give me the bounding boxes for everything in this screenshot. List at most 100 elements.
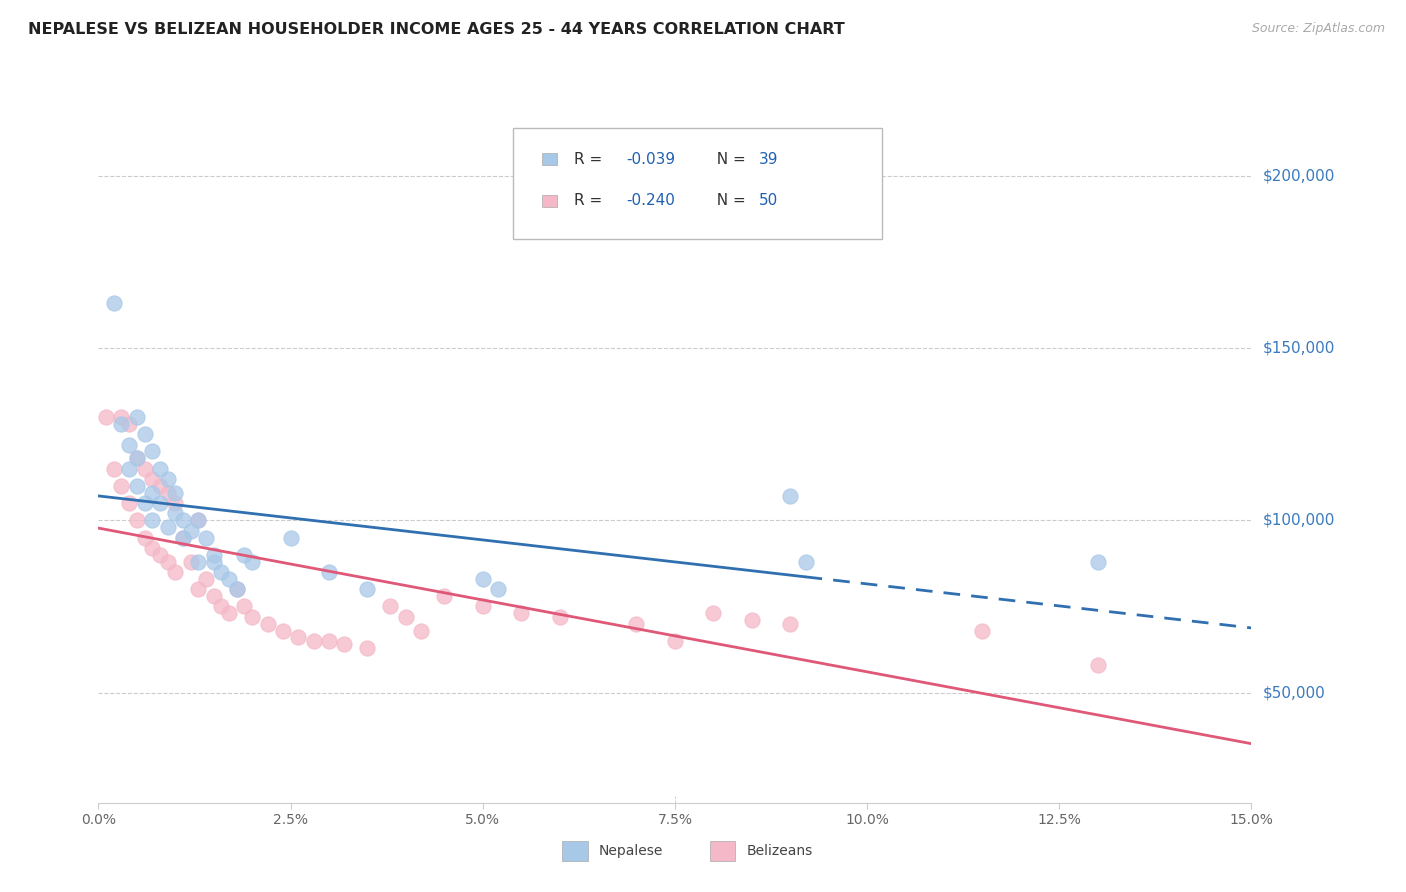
- Point: [794, 555, 817, 569]
- Point: [149, 496, 172, 510]
- Point: [141, 513, 163, 527]
- Point: [165, 507, 187, 521]
- Point: [125, 410, 148, 425]
- Point: [779, 489, 801, 503]
- Point: [118, 437, 141, 451]
- Point: [134, 496, 156, 510]
- Point: [218, 607, 240, 621]
- Point: [141, 541, 163, 555]
- Point: [318, 565, 340, 579]
- Point: [202, 555, 225, 569]
- Point: [118, 461, 141, 475]
- FancyBboxPatch shape: [543, 153, 557, 166]
- Point: [256, 616, 278, 631]
- Point: [141, 444, 163, 458]
- Point: [240, 555, 263, 569]
- Text: Belizeans: Belizeans: [747, 844, 813, 858]
- Point: [172, 531, 194, 545]
- Text: 39: 39: [759, 152, 778, 167]
- Point: [202, 548, 225, 562]
- Point: [356, 640, 378, 655]
- Text: Source: ZipAtlas.com: Source: ZipAtlas.com: [1251, 22, 1385, 36]
- FancyBboxPatch shape: [543, 194, 557, 207]
- Text: $200,000: $200,000: [1263, 169, 1334, 184]
- Point: [271, 624, 294, 638]
- Point: [626, 616, 648, 631]
- Point: [156, 472, 179, 486]
- Point: [395, 609, 418, 624]
- Point: [486, 582, 509, 597]
- Text: $150,000: $150,000: [1263, 341, 1334, 356]
- Point: [125, 451, 148, 466]
- Point: [1087, 658, 1109, 673]
- Text: N =: N =: [707, 194, 751, 209]
- Point: [110, 479, 132, 493]
- Point: [209, 565, 232, 579]
- Point: [240, 609, 263, 624]
- Point: [209, 599, 232, 614]
- Point: [94, 410, 117, 425]
- Text: R =: R =: [574, 152, 607, 167]
- Point: [225, 582, 247, 597]
- Point: [134, 461, 156, 475]
- Point: [149, 461, 172, 475]
- Point: [103, 296, 125, 310]
- Point: [149, 479, 172, 493]
- Text: R =: R =: [574, 194, 607, 209]
- Point: [411, 624, 433, 638]
- Point: [779, 616, 801, 631]
- Point: [141, 485, 163, 500]
- Point: [125, 451, 148, 466]
- Point: [118, 496, 141, 510]
- Point: [187, 513, 209, 527]
- Point: [149, 548, 172, 562]
- Point: [333, 637, 356, 651]
- Point: [165, 485, 187, 500]
- Point: [180, 524, 202, 538]
- Text: N =: N =: [707, 152, 751, 167]
- Point: [125, 479, 148, 493]
- Text: -0.240: -0.240: [626, 194, 675, 209]
- Point: [218, 572, 240, 586]
- Text: -0.039: -0.039: [626, 152, 675, 167]
- Point: [741, 613, 763, 627]
- Point: [172, 513, 194, 527]
- Point: [302, 634, 325, 648]
- Point: [233, 548, 256, 562]
- Text: $50,000: $50,000: [1263, 685, 1326, 700]
- Point: [187, 582, 209, 597]
- Point: [202, 589, 225, 603]
- Point: [172, 531, 194, 545]
- Point: [165, 565, 187, 579]
- Text: Nepalese: Nepalese: [599, 844, 664, 858]
- Point: [125, 513, 148, 527]
- Point: [195, 572, 218, 586]
- Point: [118, 417, 141, 431]
- Point: [187, 555, 209, 569]
- Point: [280, 531, 302, 545]
- Point: [287, 631, 309, 645]
- Point: [195, 531, 218, 545]
- Text: NEPALESE VS BELIZEAN HOUSEHOLDER INCOME AGES 25 - 44 YEARS CORRELATION CHART: NEPALESE VS BELIZEAN HOUSEHOLDER INCOME …: [28, 22, 845, 37]
- Point: [548, 609, 571, 624]
- Point: [156, 520, 179, 534]
- Text: 50: 50: [759, 194, 778, 209]
- Point: [134, 427, 156, 442]
- Text: $100,000: $100,000: [1263, 513, 1334, 528]
- Point: [165, 496, 187, 510]
- Point: [134, 531, 156, 545]
- Point: [141, 472, 163, 486]
- Point: [156, 485, 179, 500]
- Point: [187, 513, 209, 527]
- Point: [356, 582, 378, 597]
- Point: [702, 607, 724, 621]
- FancyBboxPatch shape: [513, 128, 883, 239]
- Point: [110, 410, 132, 425]
- Point: [156, 555, 179, 569]
- Point: [233, 599, 256, 614]
- Point: [433, 589, 456, 603]
- Point: [471, 599, 494, 614]
- Point: [110, 417, 132, 431]
- Point: [380, 599, 402, 614]
- Point: [1087, 555, 1109, 569]
